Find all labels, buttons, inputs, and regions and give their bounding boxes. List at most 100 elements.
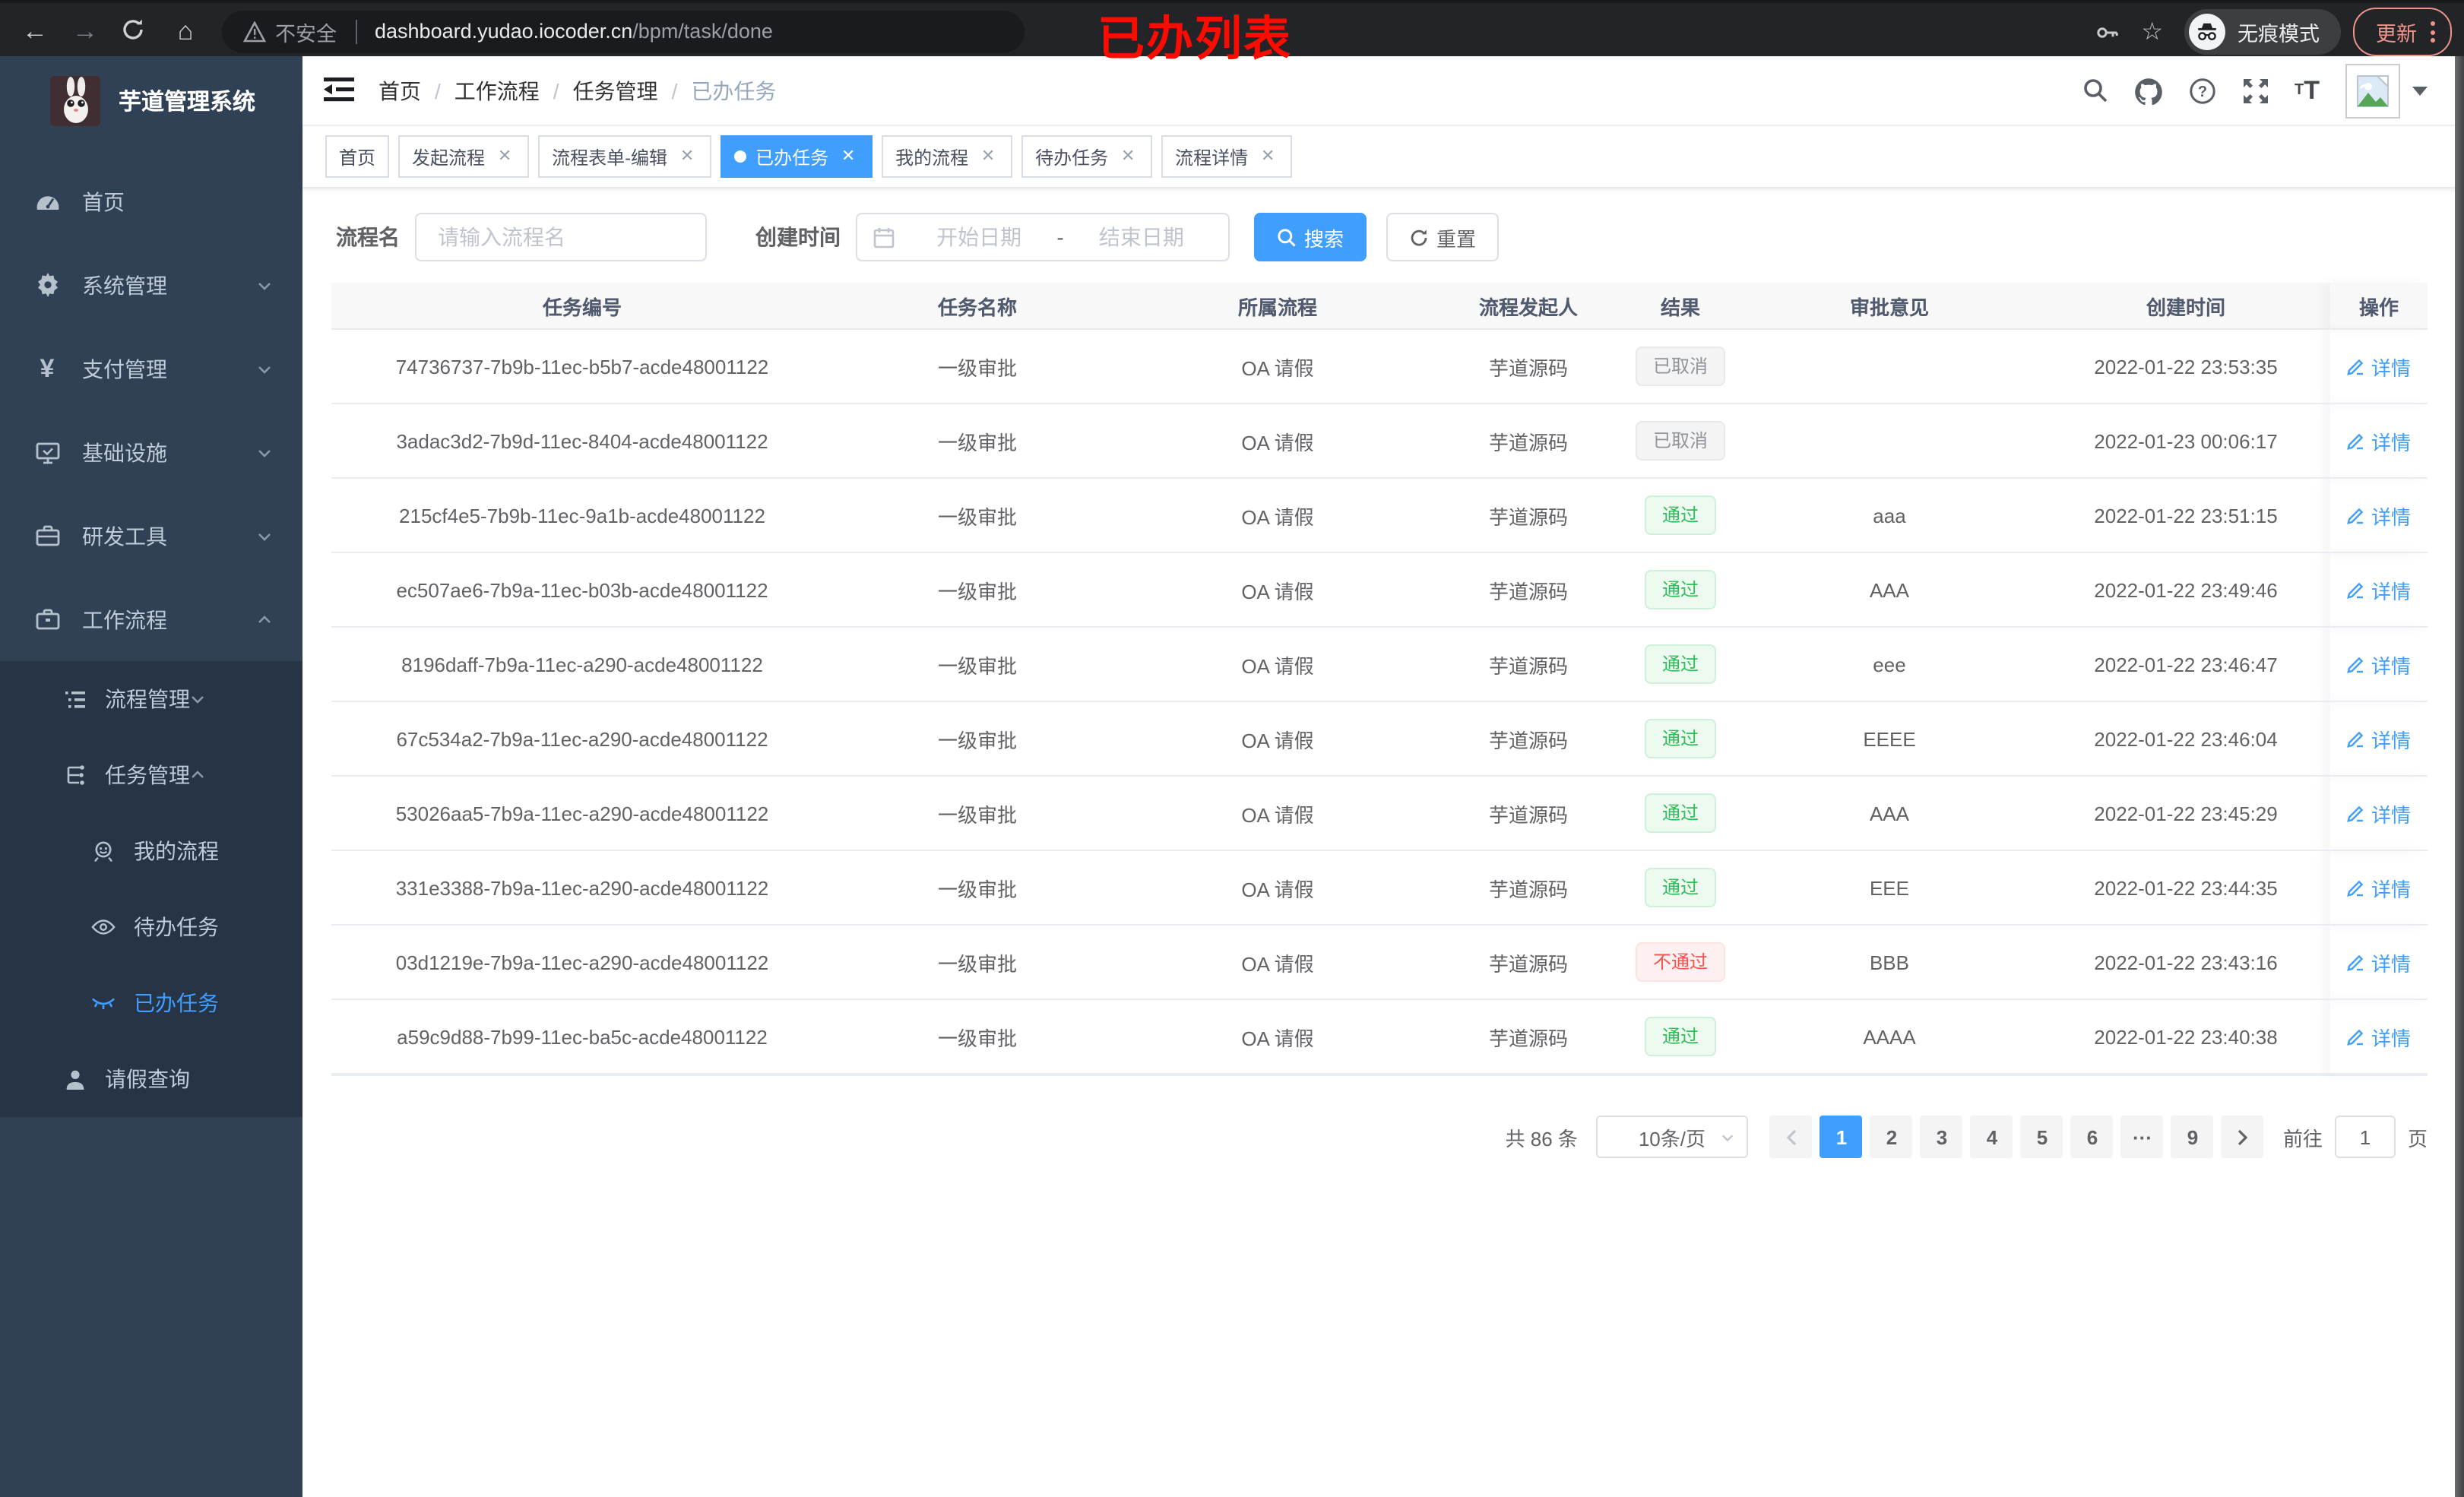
end-date-placeholder[interactable]: 结束日期 bbox=[1098, 225, 1184, 249]
page-more-button[interactable]: ··· bbox=[2120, 1116, 2164, 1158]
close-icon[interactable]: ✕ bbox=[841, 147, 856, 166]
close-icon[interactable]: ✕ bbox=[497, 147, 512, 166]
sidebar-item-leave-query[interactable]: 请假查询 bbox=[0, 1041, 302, 1117]
bookmark-star-icon[interactable]: ☆ bbox=[2141, 20, 2163, 46]
sidebar-item-pay[interactable]: ¥ 支付管理 bbox=[0, 327, 302, 410]
detail-link[interactable]: 详情 bbox=[2347, 650, 2411, 679]
chevron-down-icon bbox=[257, 528, 272, 543]
table-row: 67c534a2-7b9a-11ec-a290-acde48001122 一级审批… bbox=[331, 701, 2428, 777]
detail-link[interactable]: 详情 bbox=[2347, 501, 2411, 530]
page-scrollbar[interactable] bbox=[2455, 56, 2464, 1497]
page-button-5[interactable]: 5 bbox=[2020, 1116, 2063, 1158]
avatar-caret-icon[interactable] bbox=[2412, 86, 2428, 95]
tag-start-process[interactable]: 发起流程 ✕ bbox=[398, 135, 530, 178]
sidebar-item-label: 我的流程 bbox=[134, 839, 219, 863]
sidebar-item-label: 已办任务 bbox=[134, 991, 219, 1015]
gear-icon bbox=[33, 271, 61, 299]
start-date-placeholder[interactable]: 开始日期 bbox=[936, 225, 1022, 249]
detail-link[interactable]: 详情 bbox=[2347, 426, 2411, 455]
close-icon[interactable]: ✕ bbox=[1120, 147, 1135, 166]
face-icon bbox=[91, 839, 116, 863]
search-icon[interactable] bbox=[2082, 78, 2108, 103]
sidebar-item-label: 支付管理 bbox=[82, 356, 167, 381]
sidebar-item-devtools[interactable]: 研发工具 bbox=[0, 494, 302, 578]
col-actions: 操作 bbox=[2330, 283, 2428, 330]
task-id: ec507ae6-7b9a-11ec-b03b-acde48001122 bbox=[331, 552, 833, 628]
prev-page-button[interactable] bbox=[1769, 1116, 1813, 1158]
sidebar-item-label: 任务管理 bbox=[105, 763, 190, 787]
logo-rabbit-image bbox=[50, 75, 100, 125]
help-icon[interactable]: ? bbox=[2188, 77, 2215, 104]
avatar[interactable] bbox=[2345, 63, 2400, 118]
edit-icon bbox=[2347, 878, 2365, 897]
tag-done-tasks[interactable]: 已办任务 ✕ bbox=[721, 135, 873, 178]
browser-forward-icon[interactable]: → bbox=[72, 16, 98, 45]
browser-home-icon[interactable]: ⌂ bbox=[177, 16, 194, 45]
update-label: 更新 bbox=[2376, 23, 2417, 46]
incognito-badge[interactable]: 无痕模式 bbox=[2184, 9, 2341, 55]
sidebar-item-done-tasks[interactable]: 已办任务 bbox=[0, 965, 302, 1041]
process-name-input[interactable] bbox=[435, 223, 687, 251]
close-icon[interactable]: ✕ bbox=[679, 147, 695, 166]
fullscreen-icon[interactable] bbox=[2241, 77, 2269, 104]
next-page-button[interactable] bbox=[2221, 1116, 2264, 1158]
github-icon[interactable] bbox=[2133, 77, 2162, 104]
sidebar-item-my-process[interactable]: 我的流程 bbox=[0, 813, 302, 889]
search-button-icon bbox=[1277, 227, 1297, 247]
sidebar-item-home[interactable]: 首页 bbox=[0, 160, 302, 243]
result-tag: 通过 bbox=[1645, 868, 1715, 907]
url-path: /bpm/task/done bbox=[632, 20, 773, 43]
sidebar-item-todo-tasks[interactable]: 待办任务 bbox=[0, 889, 302, 965]
page-button-2[interactable]: 2 bbox=[1870, 1116, 1913, 1158]
sidebar-item-label: 流程管理 bbox=[105, 687, 190, 711]
task-id: 67c534a2-7b9a-11ec-a290-acde48001122 bbox=[331, 701, 833, 777]
date-range-picker[interactable]: 开始日期 - 结束日期 bbox=[856, 213, 1230, 261]
task-id: 74736737-7b9b-11ec-b5b7-acde48001122 bbox=[331, 329, 833, 404]
browser-back-icon[interactable]: ← bbox=[22, 16, 48, 45]
sidebar-item-system[interactable]: 系统管理 bbox=[0, 243, 302, 327]
browser-update-button[interactable]: 更新 bbox=[2353, 8, 2452, 56]
detail-link[interactable]: 详情 bbox=[2347, 873, 2411, 902]
detail-link[interactable]: 详情 bbox=[2347, 1022, 2411, 1051]
tag-todo-tasks[interactable]: 待办任务 ✕ bbox=[1021, 135, 1153, 178]
page-size-select[interactable]: 10条/页 bbox=[1595, 1116, 1748, 1158]
page-button-9[interactable]: 9 bbox=[2171, 1116, 2214, 1158]
page-button-3[interactable]: 3 bbox=[1920, 1116, 1963, 1158]
breadcrumb-home[interactable]: 首页 bbox=[378, 78, 421, 103]
page-button-6[interactable]: 6 bbox=[2070, 1116, 2114, 1158]
close-icon[interactable]: ✕ bbox=[1260, 147, 1275, 166]
browser-menu-icon[interactable] bbox=[2431, 21, 2435, 43]
sidebar-item-infra[interactable]: 基础设施 bbox=[0, 410, 302, 494]
tag-home[interactable]: 首页 bbox=[325, 135, 390, 178]
detail-link[interactable]: 详情 bbox=[2347, 575, 2411, 604]
page-button-1[interactable]: 1 bbox=[1819, 1116, 1863, 1158]
goto-page-input[interactable] bbox=[2334, 1116, 2396, 1158]
browser-reload-icon[interactable] bbox=[120, 16, 150, 46]
reset-button[interactable]: 重置 bbox=[1386, 213, 1500, 261]
sidebar-item-task-mgmt[interactable]: 任务管理 bbox=[0, 737, 302, 813]
address-bar[interactable]: 不安全 dashboard.yudao.iocoder.cn/bpm/task/… bbox=[222, 10, 1025, 52]
breadcrumb-task-mgmt[interactable]: 任务管理 bbox=[572, 78, 658, 103]
tag-form-edit[interactable]: 流程表单-编辑 ✕ bbox=[538, 135, 712, 178]
detail-link[interactable]: 详情 bbox=[2347, 799, 2411, 828]
breadcrumb-workflow[interactable]: 工作流程 bbox=[454, 78, 540, 103]
sidebar-item-workflow[interactable]: 工作流程 bbox=[0, 578, 302, 661]
app-logo[interactable]: 芋道管理系统 bbox=[0, 56, 302, 144]
flow-tree-icon bbox=[62, 763, 87, 787]
detail-link[interactable]: 详情 bbox=[2347, 948, 2411, 976]
search-button[interactable]: 搜索 bbox=[1254, 213, 1367, 261]
sidebar-item-label: 请假查询 bbox=[105, 1067, 190, 1091]
detail-link[interactable]: 详情 bbox=[2347, 724, 2411, 753]
password-key-icon[interactable] bbox=[2094, 19, 2120, 45]
tag-my-process[interactable]: 我的流程 ✕ bbox=[882, 135, 1013, 178]
sidebar-collapse-icon[interactable] bbox=[324, 75, 354, 106]
tag-process-detail[interactable]: 流程详情 ✕ bbox=[1161, 135, 1293, 178]
page-button-4[interactable]: 4 bbox=[1970, 1116, 2013, 1158]
chevron-down-icon bbox=[1721, 1130, 1734, 1144]
pagination-total: 共 86 条 bbox=[1505, 1127, 1578, 1150]
detail-link[interactable]: 详情 bbox=[2347, 352, 2411, 381]
close-icon[interactable]: ✕ bbox=[980, 147, 996, 166]
table-row: 74736737-7b9b-11ec-b5b7-acde48001122 一级审批… bbox=[331, 329, 2428, 404]
sidebar-item-process-mgmt[interactable]: 流程管理 bbox=[0, 661, 302, 737]
